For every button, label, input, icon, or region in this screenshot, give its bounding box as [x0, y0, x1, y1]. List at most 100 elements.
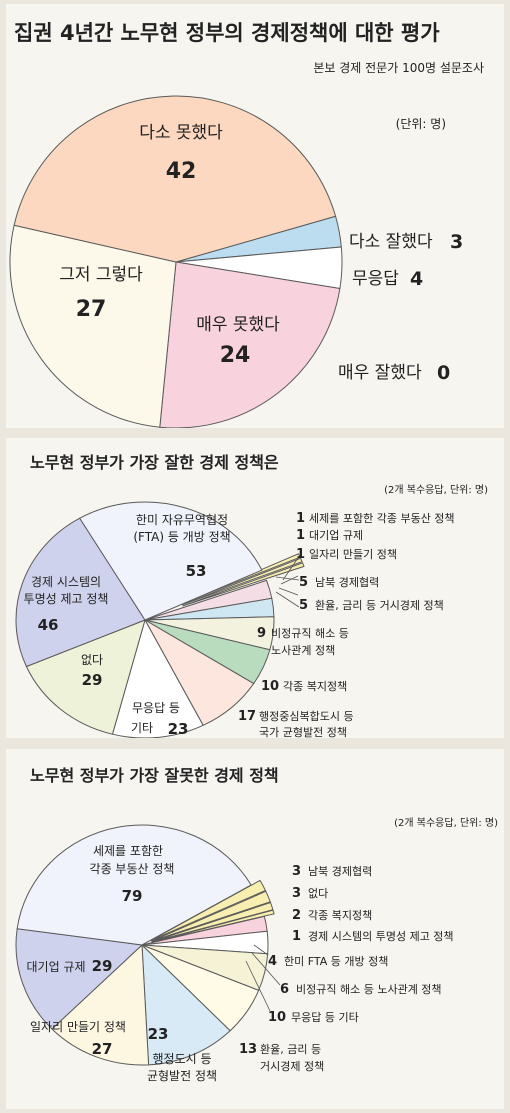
pie-slice [182, 562, 305, 607]
best-policy-svg: 노무현 정부가 가장 잘한 경제 정책은 (2개 복수응답, 단위: 명) 한미… [15, 453, 488, 738]
pie-slice [25, 619, 146, 735]
evaluation-svg: 집권 4년간 노무현 정부의 경제정책에 대한 평가 본보 경제 전문가 100… [9, 21, 484, 428]
slice-label: 다소 잘했다 [349, 232, 433, 252]
slice-label: 없다 [81, 653, 103, 667]
evaluation-panel: 집권 4년간 노무현 정부의 경제정책에 대한 평가 본보 경제 전문가 100… [6, 4, 504, 428]
pie-slice [159, 261, 341, 428]
pie-slices [9, 95, 343, 428]
slice-label: 비정규직 해소 등 노사관계 정책 [296, 982, 442, 996]
leader-lines [275, 557, 300, 608]
slice-label: 한미 자유무역협정 [136, 513, 228, 527]
slice-value: 3 [292, 864, 301, 879]
slice-value: 23 [148, 1025, 169, 1043]
slice-label: 일자리 만들기 정책 [309, 547, 397, 561]
pie-slice [51, 943, 150, 1066]
slice-label: 남북 경제협력 [308, 865, 372, 878]
slice-label: 환율, 금리 등 거시경제 정책 [315, 599, 444, 612]
slice-label: 그저 그렇다 [59, 265, 143, 285]
slice-value: 13 [239, 1042, 257, 1057]
slice-label: 무응답 등 기타 [291, 1011, 359, 1024]
slice-value: 4 [268, 954, 277, 969]
unit-note: (2개 복수응답, 단위: 명) [394, 816, 498, 829]
slice-value: 5 [299, 598, 308, 613]
pie-slice [16, 824, 252, 946]
slice-label: 대기업 규제 [26, 960, 85, 974]
slice-label: 각종 복지정책 [283, 680, 347, 693]
slice-label: 없다 [308, 887, 328, 900]
slice-label: 기타 [131, 721, 153, 735]
slice-label: 각종 복지정책 [308, 909, 372, 922]
chart-title: 노무현 정부가 가장 잘한 경제 정책은 [30, 453, 279, 472]
slice-label: (FTA) 등 개방 정책 [133, 529, 230, 544]
pie-slice [13, 95, 337, 263]
slice-label: 매우 잘했다 [338, 363, 422, 383]
slice-value: 6 [280, 982, 289, 997]
slice-label: 비정규직 해소 등 [271, 626, 349, 640]
slice-value: 46 [38, 616, 59, 634]
pie-slice [151, 909, 275, 943]
pie-slice [9, 224, 177, 428]
slice-value: 1 [296, 511, 305, 526]
slice-label: 행정중심복합도시 등 [259, 710, 354, 723]
chart-subtitle: 본보 경제 전문가 100명 설문조사 [313, 61, 484, 75]
slice-label: 행정도시 등 [152, 1051, 211, 1066]
slice-value: 53 [186, 562, 207, 580]
slice-label: 노사관계 정책 [271, 644, 335, 657]
unit-note: (단위: 명) [396, 117, 446, 131]
slice-value: 1 [296, 547, 305, 562]
slice-label: 한미 FTA 등 개방 정책 [284, 955, 388, 968]
slice-value: 1 [296, 528, 305, 543]
pie-slice [151, 890, 271, 942]
slice-value: 27 [92, 1040, 113, 1058]
slice-label: 무응답 [352, 269, 399, 289]
pie-slice [79, 501, 263, 621]
pie-slice [150, 879, 267, 941]
slice-label: 남북 경제협력 [315, 576, 379, 589]
slice-label: 환율, 금리 등 [260, 1043, 321, 1056]
slice-value: 4 [410, 268, 423, 290]
pie-slice [141, 943, 231, 1066]
slice-label: 다소 못했다 [139, 123, 223, 143]
unit-note: (2개 복수응답, 단위: 명) [384, 483, 488, 496]
slice-label: 투명성 제고 정책 [24, 591, 109, 606]
slice-label: 국가 균형발전 정책 [259, 726, 347, 738]
slice-value: 27 [76, 297, 107, 322]
slice-label: 매우 못했다 [196, 315, 280, 335]
slice-value: 3 [450, 231, 463, 253]
slice-value: 79 [122, 887, 143, 905]
slice-value: 17 [238, 709, 256, 724]
slice-label: 경제 시스템의 투명성 제고 정책 [308, 930, 454, 943]
slice-value: 1 [292, 929, 301, 944]
best-policy-panel: 노무현 정부가 가장 잘한 경제 정책은 (2개 복수응답, 단위: 명) 한미… [6, 438, 504, 738]
slice-label: 거시경제 정책 [260, 1060, 324, 1073]
slice-label: 각종 부동산 정책 [90, 861, 175, 876]
slice-label: 일자리 만들기 정책 [30, 1019, 126, 1034]
pie-slice [15, 517, 146, 668]
slice-value: 23 [168, 720, 189, 738]
slice-label: 균형발전 정책 [147, 1068, 217, 1083]
slice-value: 24 [220, 343, 251, 368]
pie-slices [15, 824, 275, 1066]
pie-slice [111, 618, 204, 738]
slice-value: 0 [437, 362, 450, 384]
slice-value: 9 [257, 626, 266, 641]
pie-slice [181, 557, 303, 606]
worst-policy-panel: 노무현 정부가 가장 잘못한 경제 정책 (2개 복수응답, 단위: 명) 세제… [6, 749, 504, 1109]
slice-value: 10 [268, 1010, 286, 1025]
slice-value: 5 [299, 575, 308, 590]
slice-value: 42 [166, 159, 197, 184]
slice-label: 세제를 포함한 [93, 844, 163, 858]
slice-label: 대기업 규제 [309, 529, 363, 542]
slice-value: 29 [92, 957, 113, 975]
chart-title: 노무현 정부가 가장 잘못한 경제 정책 [30, 766, 279, 785]
slice-label: 무응답 등 [132, 701, 180, 715]
slice-value: 29 [82, 671, 103, 689]
slice-value: 2 [292, 908, 301, 923]
slice-value: 10 [261, 679, 279, 694]
slice-value: 3 [292, 886, 301, 901]
slice-label: 경제 시스템의 [31, 575, 101, 589]
worst-policy-svg: 노무현 정부가 가장 잘못한 경제 정책 (2개 복수응답, 단위: 명) 세제… [15, 766, 498, 1083]
chart-title: 집권 4년간 노무현 정부의 경제정책에 대한 평가 [14, 21, 440, 45]
leader-lines [245, 944, 281, 1012]
pie-slices [15, 501, 305, 738]
